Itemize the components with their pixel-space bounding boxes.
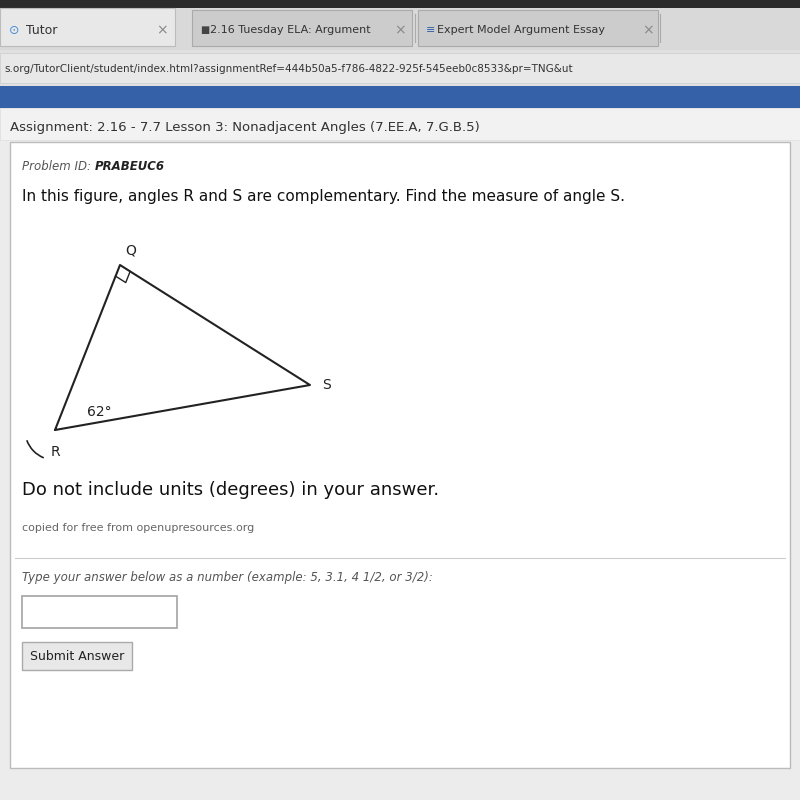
Text: 2.16 Tuesday ELA: Argument: 2.16 Tuesday ELA: Argument (210, 25, 370, 35)
Text: Submit Answer: Submit Answer (30, 650, 124, 662)
Text: ⊙: ⊙ (9, 23, 19, 37)
Text: ■: ■ (200, 25, 210, 35)
Text: 62°: 62° (87, 405, 112, 419)
Text: Type your answer below as a number (example: 5, 3.1, 4 1/2, or 3/2):: Type your answer below as a number (exam… (22, 571, 433, 585)
Bar (0, 108, 800, 800)
Bar (22, 596, 177, 628)
Bar (0, 53, 800, 83)
Text: Problem ID:: Problem ID: (22, 159, 98, 173)
Text: Q: Q (125, 244, 136, 258)
Text: ×: × (642, 23, 654, 37)
Bar (0, 50, 800, 86)
Bar (10, 142, 790, 768)
Bar (0, 8, 175, 46)
Bar (0, 0, 800, 8)
Bar (418, 10, 658, 46)
Text: Tutor: Tutor (26, 23, 58, 37)
Text: ≡: ≡ (426, 25, 435, 35)
Text: Assignment: 2.16 - 7.7 Lesson 3: Nonadjacent Angles (7.EE.A, 7.G.B.5): Assignment: 2.16 - 7.7 Lesson 3: Nonadja… (10, 121, 480, 134)
Text: ×: × (394, 23, 406, 37)
Bar (22, 642, 132, 670)
Text: In this figure, angles R and S are complementary. Find the measure of angle S.: In this figure, angles R and S are compl… (22, 189, 625, 203)
Bar (0, 86, 800, 108)
Text: s.org/TutorClient/student/index.html?assignmentRef=444b50a5-f786-4822-925f-545ee: s.org/TutorClient/student/index.html?ass… (4, 64, 573, 74)
Bar (0, 8, 800, 50)
Bar (0, 108, 800, 140)
Text: Do not include units (degrees) in your answer.: Do not include units (degrees) in your a… (22, 481, 439, 499)
Text: Expert Model Argument Essay: Expert Model Argument Essay (437, 25, 605, 35)
Text: copied for free from openupresources.org: copied for free from openupresources.org (22, 523, 254, 533)
Text: R: R (51, 445, 61, 459)
Text: PRABEUC6: PRABEUC6 (95, 159, 165, 173)
Text: ×: × (156, 23, 168, 37)
Text: S: S (322, 378, 330, 392)
Bar (192, 10, 412, 46)
